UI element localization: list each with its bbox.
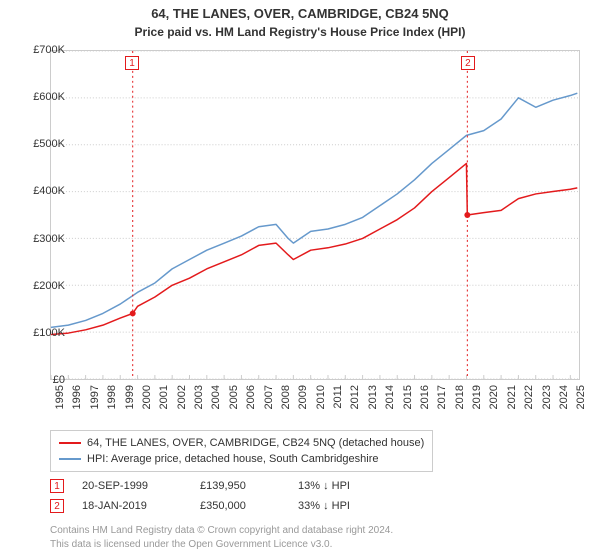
sale-2-price: £350,000 xyxy=(200,496,280,516)
legend-swatch-property xyxy=(59,442,81,444)
x-tick-label: 1999 xyxy=(124,385,136,409)
legend-item-property: 64, THE LANES, OVER, CAMBRIDGE, CB24 5NQ… xyxy=(59,435,424,451)
sale-2-diff: 33% ↓ HPI xyxy=(298,496,388,516)
y-tick-label: £700K xyxy=(33,44,65,56)
legend-label-hpi: HPI: Average price, detached house, Sout… xyxy=(87,451,378,467)
x-tick-label: 1998 xyxy=(106,385,118,409)
sale-marker-2-icon: 2 xyxy=(50,499,64,513)
chart-title-main: 64, THE LANES, OVER, CAMBRIDGE, CB24 5NQ xyxy=(0,0,600,21)
y-tick-label: £300K xyxy=(33,233,65,245)
x-tick-label: 2003 xyxy=(193,385,205,409)
x-tick-label: 2000 xyxy=(141,385,153,409)
sale-marker-1-icon: 1 xyxy=(50,479,64,493)
legend-label-property: 64, THE LANES, OVER, CAMBRIDGE, CB24 5NQ… xyxy=(87,435,424,451)
x-tick-label: 2006 xyxy=(245,385,257,409)
sales-table: 1 20-SEP-1999 £139,950 13% ↓ HPI 2 18-JA… xyxy=(50,476,388,516)
x-tick-label: 2004 xyxy=(210,385,222,409)
x-tick-label: 2009 xyxy=(297,385,309,409)
y-tick-label: £600K xyxy=(33,91,65,103)
x-tick-label: 2021 xyxy=(506,385,518,409)
y-tick-label: £200K xyxy=(33,280,65,292)
chart-title-sub: Price paid vs. HM Land Registry's House … xyxy=(0,21,600,39)
footer-line-2: This data is licensed under the Open Gov… xyxy=(50,538,393,552)
x-tick-label: 2016 xyxy=(419,385,431,409)
sale-1-date: 20-SEP-1999 xyxy=(82,476,182,496)
x-tick-label: 2008 xyxy=(280,385,292,409)
figure: 64, THE LANES, OVER, CAMBRIDGE, CB24 5NQ… xyxy=(0,0,600,560)
chart-plot-area xyxy=(50,50,580,380)
legend-swatch-hpi xyxy=(59,458,81,460)
x-tick-label: 2024 xyxy=(558,385,570,409)
x-tick-label: 2023 xyxy=(541,385,553,409)
sales-row-2: 2 18-JAN-2019 £350,000 33% ↓ HPI xyxy=(50,496,388,516)
x-tick-label: 2015 xyxy=(402,385,414,409)
x-tick-label: 2025 xyxy=(575,385,587,409)
x-tick-label: 2019 xyxy=(471,385,483,409)
sale-marker-1-box: 1 xyxy=(125,56,139,70)
x-tick-label: 2018 xyxy=(454,385,466,409)
sales-row-1: 1 20-SEP-1999 £139,950 13% ↓ HPI xyxy=(50,476,388,496)
chart-svg xyxy=(51,51,579,379)
x-tick-label: 1995 xyxy=(54,385,66,409)
y-tick-label: £400K xyxy=(33,185,65,197)
x-tick-label: 1997 xyxy=(89,385,101,409)
x-tick-label: 1996 xyxy=(71,385,83,409)
footer-attribution: Contains HM Land Registry data © Crown c… xyxy=(50,524,393,552)
x-tick-label: 2013 xyxy=(367,385,379,409)
x-tick-label: 2010 xyxy=(315,385,327,409)
x-tick-label: 2022 xyxy=(523,385,535,409)
x-tick-label: 2011 xyxy=(332,385,344,409)
y-tick-label: £500K xyxy=(33,138,65,150)
x-tick-label: 2020 xyxy=(488,385,500,409)
sale-marker-2-box: 2 xyxy=(461,56,475,70)
sale-1-diff: 13% ↓ HPI xyxy=(298,476,388,496)
sale-2-date: 18-JAN-2019 xyxy=(82,496,182,516)
footer-line-1: Contains HM Land Registry data © Crown c… xyxy=(50,524,393,538)
legend: 64, THE LANES, OVER, CAMBRIDGE, CB24 5NQ… xyxy=(50,430,433,472)
sale-1-price: £139,950 xyxy=(200,476,280,496)
x-tick-label: 2005 xyxy=(228,385,240,409)
x-tick-label: 2017 xyxy=(436,385,448,409)
legend-item-hpi: HPI: Average price, detached house, Sout… xyxy=(59,451,424,467)
y-tick-label: £100K xyxy=(33,327,65,339)
x-tick-label: 2001 xyxy=(158,385,170,409)
x-tick-label: 2012 xyxy=(349,385,361,409)
x-tick-label: 2002 xyxy=(176,385,188,409)
x-tick-label: 2014 xyxy=(384,385,396,409)
x-tick-label: 2007 xyxy=(263,385,275,409)
